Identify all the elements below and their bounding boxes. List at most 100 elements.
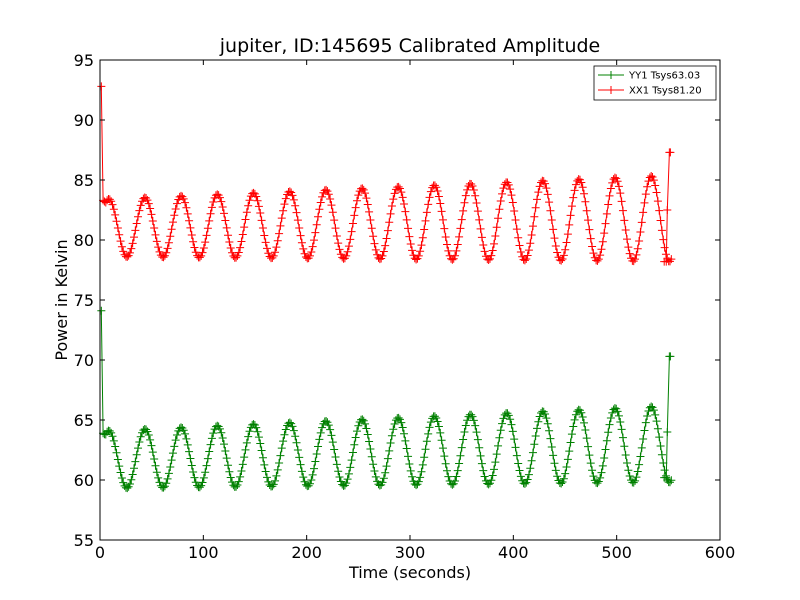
data-point <box>369 232 378 241</box>
data-point <box>440 224 449 233</box>
data-point <box>109 205 118 214</box>
data-point <box>655 206 664 215</box>
data-point <box>155 478 164 487</box>
data-point <box>397 418 406 427</box>
data-point <box>252 192 261 201</box>
data-point <box>113 224 122 233</box>
data-point <box>182 203 191 212</box>
data-point <box>362 194 371 203</box>
data-point <box>436 199 445 208</box>
data-point <box>390 189 399 198</box>
data-point <box>475 215 484 224</box>
ticks: 0 100 200 300 400 500 600 55 60 65 70 75 80 85 90 95 <box>74 51 736 562</box>
data-point <box>620 442 629 451</box>
data-point <box>332 460 341 469</box>
data-point <box>195 483 204 492</box>
data-point <box>185 447 194 456</box>
data-point <box>163 474 172 483</box>
data-point <box>667 476 676 485</box>
data-point <box>292 208 301 217</box>
data-point <box>261 467 270 476</box>
data-point <box>262 244 271 253</box>
y-tick-label: 95 <box>74 51 94 70</box>
data-point <box>237 237 246 246</box>
data-point <box>523 475 532 484</box>
data-point <box>226 243 235 252</box>
data-point <box>604 428 613 437</box>
data-point <box>117 474 126 483</box>
data-point <box>293 445 302 454</box>
data-point <box>295 224 304 233</box>
data-point <box>398 423 407 432</box>
data-point <box>567 430 576 439</box>
data-point <box>189 467 198 476</box>
data-point <box>527 456 536 465</box>
data-point <box>234 477 243 486</box>
data-point <box>136 201 145 210</box>
data-point <box>334 467 343 476</box>
data-point <box>268 253 277 262</box>
data-point <box>209 197 218 206</box>
data-point <box>217 197 226 206</box>
data-point <box>553 472 562 481</box>
data-point <box>507 191 516 200</box>
data-point <box>328 438 337 447</box>
data-point <box>659 235 668 244</box>
data-point <box>578 412 587 421</box>
plot-marks <box>97 82 676 493</box>
data-point <box>549 451 558 460</box>
data-point <box>237 467 246 476</box>
data-point <box>624 243 633 252</box>
data-point <box>473 435 482 444</box>
data-point <box>569 193 578 202</box>
data-point <box>281 194 290 203</box>
data-point <box>395 184 404 193</box>
data-point <box>310 236 319 245</box>
data-point <box>401 436 410 445</box>
data-point <box>382 462 391 471</box>
data-point <box>506 415 515 424</box>
data-point <box>218 433 227 442</box>
data-point <box>451 251 460 260</box>
data-point <box>170 211 179 220</box>
data-point <box>245 196 254 205</box>
data-point <box>663 206 672 214</box>
data-point <box>471 191 480 200</box>
data-point <box>233 251 242 260</box>
data-point <box>606 184 615 193</box>
data-point <box>649 406 658 415</box>
data-point <box>272 471 281 480</box>
data-point <box>550 234 559 243</box>
data-point <box>383 226 392 235</box>
data-point <box>570 186 579 195</box>
data-point <box>146 435 155 444</box>
data-point <box>647 172 656 181</box>
data-point <box>111 210 120 219</box>
data-point <box>636 228 645 237</box>
data-point <box>531 203 540 212</box>
data-point <box>422 208 431 217</box>
data-point <box>112 217 121 226</box>
data-point <box>467 179 476 188</box>
data-point <box>498 419 507 428</box>
data-point <box>108 200 117 209</box>
data-point <box>404 452 413 461</box>
data-point <box>558 255 567 264</box>
x-axis-title: Time (seconds) <box>348 563 471 582</box>
data-point <box>631 476 640 485</box>
data-point <box>221 216 230 225</box>
data-point <box>530 440 539 449</box>
data-point <box>515 241 524 250</box>
data-point <box>115 230 124 239</box>
data-point <box>547 442 556 451</box>
data-point <box>236 472 245 481</box>
data-point <box>318 192 327 201</box>
data-point <box>198 478 207 487</box>
data-point <box>424 429 433 438</box>
data-point <box>597 468 606 477</box>
data-point <box>344 469 353 478</box>
data-point <box>221 447 230 456</box>
data-point <box>305 251 314 260</box>
data-point <box>402 215 411 224</box>
data-point <box>222 454 231 463</box>
